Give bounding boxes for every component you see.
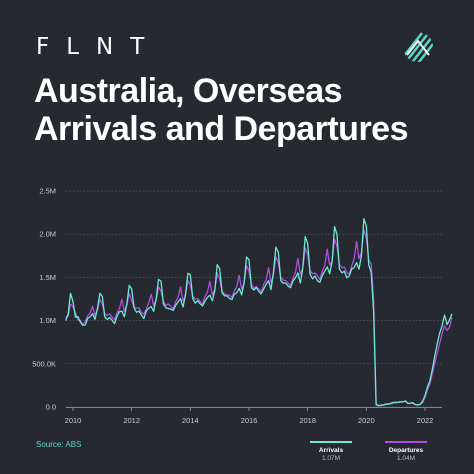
legend-swatch-departures [385,441,427,443]
x-tick-label: 2020 [358,416,375,425]
x-tick-label: 2010 [65,416,82,425]
x-axis-ticks: 2010 2012 2014 2016 2018 2020 2022 [65,408,434,425]
y-tick-label: 500.0K [32,359,56,368]
series-line-departures [65,229,453,407]
y-tick-label: 0.0 [46,403,56,412]
legend-item-departures: Departures 1.04M [376,441,436,462]
y-axis-ticks: 0.0 500.0K 1.0M 1.5M 2.0M 2.5M [32,187,56,412]
x-tick-label: 2014 [182,416,199,425]
legend-label-arrivals: Arrivals [318,447,344,454]
title-line-2: Arrivals and Departures [34,110,409,148]
x-tick-label: 2022 [417,416,434,425]
legend-value-arrivals: 1.07M [321,455,341,462]
y-tick-label: 1.0M [39,316,56,325]
gridlines [66,190,442,408]
legend-swatch-arrivals [310,441,352,443]
y-tick-label: 2.5M [39,187,56,196]
legend-item-arrivals: Arrivals 1.07M [301,441,361,462]
page-title: Australia, Overseas Arrivals and Departu… [34,72,454,148]
brand-wordmark: FLNT [36,34,162,60]
x-tick-label: 2016 [241,416,258,425]
series-line-arrivals [65,218,453,407]
x-tick-label: 2012 [123,416,140,425]
source-note: Source: ABS [36,440,82,449]
y-tick-label: 1.5M [39,273,56,282]
striped-diamond-logo-icon [403,32,433,62]
x-tick-label: 2018 [299,416,316,425]
title-line-1: Australia, Overseas [34,72,343,110]
legend-label-departures: Departures [388,447,424,454]
legend-value-departures: 1.04M [396,455,416,462]
y-tick-label: 2.0M [39,230,56,239]
